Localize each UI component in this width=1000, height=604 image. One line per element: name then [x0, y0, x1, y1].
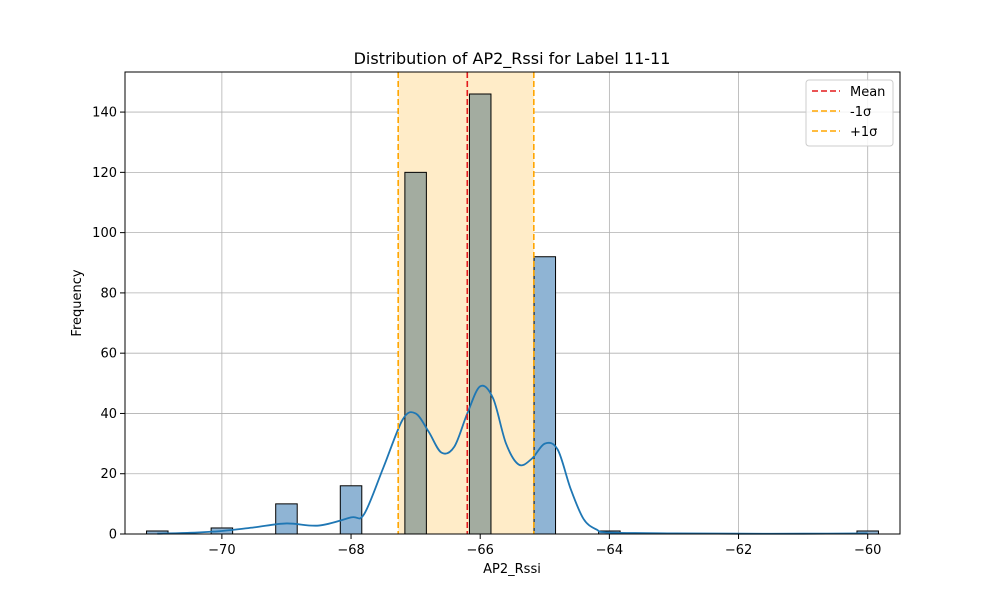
kde-curve	[157, 384, 868, 535]
x-tick-label: −62	[725, 543, 752, 558]
y-tick-label: 40	[100, 407, 117, 422]
y-tick-label: 60	[100, 347, 117, 362]
histogram-bar	[468, 93, 492, 535]
y-tick-label: 100	[92, 226, 117, 241]
histogram-bar	[339, 485, 363, 535]
y-tick-label: 120	[92, 166, 117, 181]
x-tick-label: −66	[466, 543, 493, 558]
x-tick-label: −70	[208, 543, 235, 558]
y-tick-label: 20	[100, 467, 117, 482]
chart-title: Distribution of AP2_Rssi for Label 11-11	[354, 49, 671, 69]
y-tick-label: 80	[100, 286, 117, 301]
x-tick-label: −60	[854, 543, 881, 558]
legend-box	[805, 79, 894, 147]
plot-frame	[124, 71, 901, 535]
y-axis-label: Frequency	[70, 269, 85, 336]
y-tick-label: 0	[109, 528, 117, 543]
histogram-bar	[533, 256, 557, 535]
kde-line	[157, 384, 868, 535]
histogram-bars	[146, 93, 879, 535]
histogram-bar	[404, 171, 427, 535]
x-axis-label: AP2_Rssi	[483, 562, 541, 577]
y-tick-label: 140	[92, 106, 117, 121]
legend-label: +1σ	[850, 125, 877, 140]
legend: Mean -1σ +1σ	[805, 79, 894, 147]
y-axis-ticks: 0 20 40 60 80 100 120 140	[92, 106, 125, 543]
reference-lines	[397, 72, 535, 534]
x-tick-label: −64	[596, 543, 623, 558]
histogram-bar	[275, 503, 298, 535]
legend-label: Mean	[850, 85, 885, 100]
x-axis-ticks: −70 −68 −66 −64 −62 −60	[208, 534, 881, 558]
x-tick-label: −68	[337, 543, 364, 558]
legend-label: -1σ	[850, 105, 871, 120]
